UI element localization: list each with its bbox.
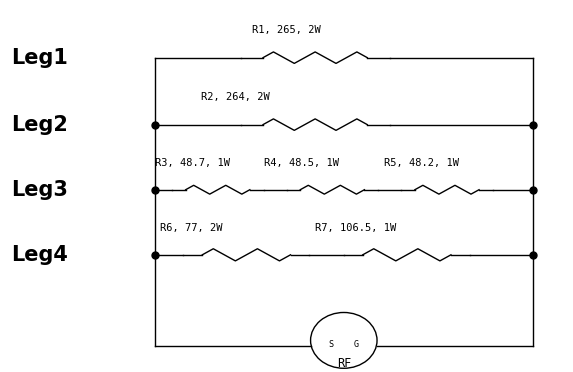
Text: R5, 48.2, 1W: R5, 48.2, 1W: [384, 158, 459, 168]
Text: R1, 265, 2W: R1, 265, 2W: [252, 25, 321, 35]
Text: Leg4: Leg4: [11, 245, 68, 265]
Text: R3, 48.7, 1W: R3, 48.7, 1W: [155, 158, 230, 168]
Text: R6, 77, 2W: R6, 77, 2W: [160, 223, 223, 233]
Text: R2, 264, 2W: R2, 264, 2W: [201, 92, 269, 102]
Text: RF: RF: [337, 357, 351, 370]
Text: S: S: [329, 340, 333, 349]
Text: Leg3: Leg3: [11, 180, 68, 200]
Text: G: G: [354, 340, 359, 349]
Text: Leg2: Leg2: [11, 115, 68, 135]
Text: R4, 48.5, 1W: R4, 48.5, 1W: [264, 158, 339, 168]
Text: Leg1: Leg1: [11, 48, 68, 68]
Text: R7, 106.5, 1W: R7, 106.5, 1W: [315, 223, 397, 233]
